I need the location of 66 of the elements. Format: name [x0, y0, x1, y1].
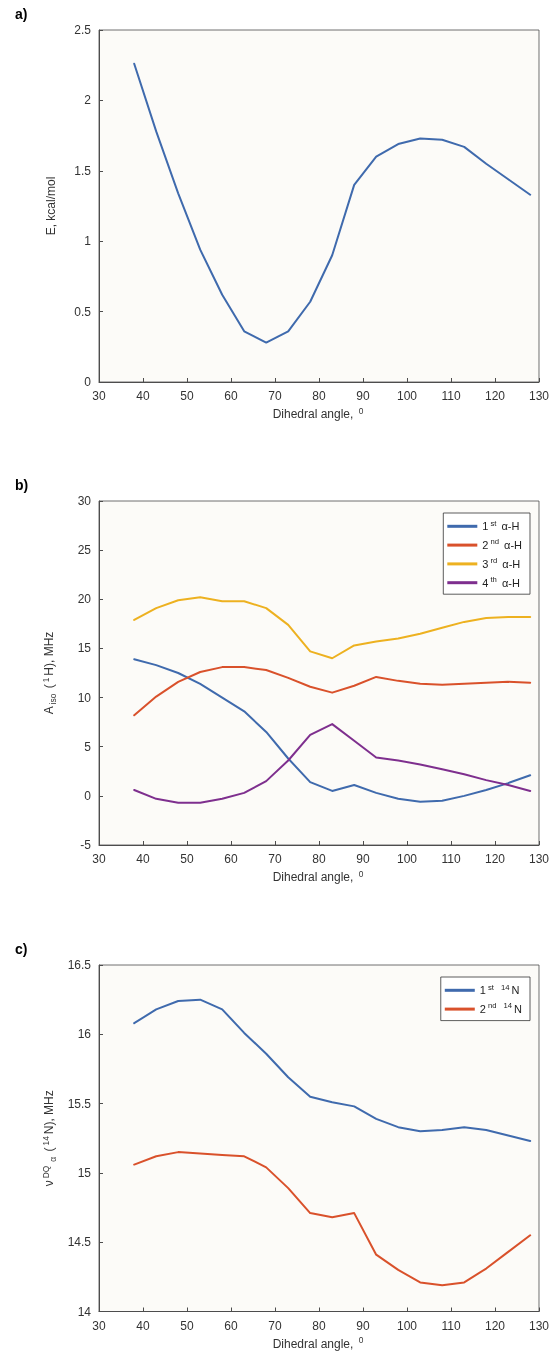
x-tick-label: 40 [136, 1318, 150, 1333]
y-tick-label: 2.5 [74, 23, 92, 37]
y-tick-label: 30 [77, 494, 92, 508]
chart-title: a) [15, 6, 28, 22]
y-tick-label: 0 [84, 375, 92, 389]
x-tick-label: 110 [441, 1318, 461, 1333]
line-series [133, 998, 532, 1143]
x-tick-label: 110 [441, 852, 461, 866]
x-tick-label: 60 [224, 389, 238, 403]
x-tick-label: 50 [180, 1318, 194, 1333]
x-tick-label: 100 [396, 389, 418, 403]
y-tick-label: 14.5 [67, 1235, 92, 1250]
x-tick-label: 130 [528, 852, 550, 866]
y-tick-label: 0 [84, 788, 92, 803]
x-tick-label: 120 [484, 389, 506, 403]
x-tick-label: 90 [356, 852, 370, 866]
y-tick-label: 10 [77, 690, 92, 705]
x-tick-label: 80 [312, 852, 326, 866]
x-tick-label: 70 [268, 1318, 282, 1333]
y-tick-label: 5 [84, 739, 92, 754]
x-tick-label: 100 [396, 852, 418, 866]
chart-title: b) [15, 477, 29, 493]
y-tick-label: 1 [84, 234, 92, 249]
line-series [133, 666, 532, 717]
x-tick-label: 110 [441, 389, 461, 403]
x-tick-label: 90 [356, 389, 370, 403]
x-tick-label: 40 [136, 852, 150, 866]
x-axis-title: Dihedral angle, 0 [272, 868, 364, 885]
x-tick-label: 80 [312, 1318, 326, 1333]
line-series [133, 596, 532, 660]
x-tick-label: 50 [180, 389, 194, 403]
x-tick-label: 40 [136, 389, 150, 403]
x-tick-label: 70 [268, 389, 282, 403]
x-axis-title: Dihedral angle, 0 [272, 405, 364, 422]
y-tick-label: 25 [77, 543, 92, 558]
y-tick-label: 20 [77, 592, 92, 607]
line-series [133, 723, 532, 804]
y-tick-label: 16.5 [67, 958, 92, 972]
line-series [133, 658, 532, 803]
x-tick-label: 60 [224, 1318, 238, 1333]
y-axis-title: E, kcal/mol [44, 176, 58, 236]
y-tick-label: 0.5 [74, 304, 92, 319]
chart-title: c) [15, 941, 28, 957]
x-tick-label: 60 [224, 852, 238, 866]
x-tick-label: 70 [268, 852, 282, 866]
y-tick-label: 2 [84, 93, 92, 108]
line-series [133, 1151, 532, 1287]
x-tick-label: 120 [484, 852, 506, 866]
y-tick-label: 15.5 [67, 1096, 92, 1111]
x-axis-title: Dihedral angle, 0 [272, 1335, 364, 1351]
y-tick-label: -5 [80, 838, 92, 852]
y-tick-label: 1.5 [74, 163, 92, 178]
y-axis-title: Aiso (1H), MHz [40, 631, 58, 715]
line-series [133, 62, 532, 344]
x-tick-label: 90 [356, 1318, 370, 1333]
x-tick-label: 130 [528, 389, 550, 403]
x-tick-label: 100 [396, 1318, 418, 1333]
x-tick-label: 130 [528, 1318, 550, 1333]
y-tick-label: 15 [77, 1165, 92, 1180]
x-tick-label: 120 [484, 1318, 506, 1333]
x-tick-label: 80 [312, 389, 326, 403]
y-tick-label: 14 [77, 1304, 92, 1319]
y-axis-title: νDQα (14N), MHz [40, 1090, 58, 1187]
x-tick-label: 50 [180, 852, 194, 866]
y-tick-label: 15 [77, 641, 92, 656]
y-tick-label: 16 [77, 1027, 92, 1042]
